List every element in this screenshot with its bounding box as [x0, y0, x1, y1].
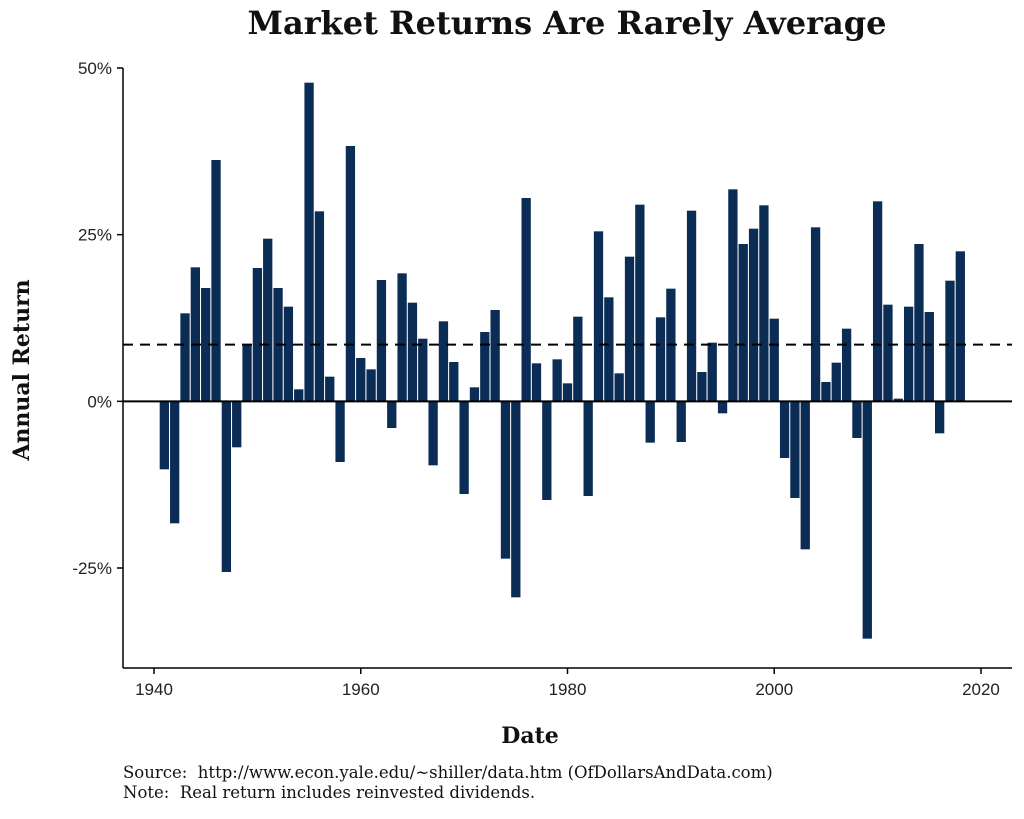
- bar-1984: [604, 297, 614, 402]
- bar-2008: [852, 401, 862, 438]
- bar-1972: [480, 332, 490, 402]
- bar-2007: [841, 328, 852, 402]
- bar-2003: [800, 401, 810, 550]
- bar-1946: [211, 160, 221, 402]
- bar-1991: [676, 401, 686, 442]
- chart-title: Market Returns Are Rarely Average: [247, 4, 887, 42]
- y-tick-label: 0%: [87, 392, 112, 411]
- bar-1956: [314, 211, 325, 402]
- y-tick-label: 50%: [78, 59, 112, 78]
- bar-1957: [325, 376, 335, 402]
- bars-group: [159, 82, 965, 639]
- bar-2002: [790, 401, 800, 498]
- bar-1961: [366, 369, 376, 402]
- bar-1949: [242, 344, 252, 402]
- bar-1987: [635, 204, 645, 402]
- bar-2001: [779, 401, 790, 458]
- bar-1941: [159, 401, 169, 470]
- bar-2014: [914, 244, 924, 402]
- bar-2005: [821, 382, 831, 402]
- bar-1978: [542, 401, 552, 500]
- x-axis-label: Date: [501, 723, 559, 749]
- bar-1954: [294, 389, 304, 402]
- bar-1995: [717, 401, 728, 414]
- bar-1988: [645, 401, 655, 443]
- x-tick-label: 1940: [135, 680, 173, 699]
- bar-1953: [283, 306, 294, 402]
- bar-2017: [945, 280, 955, 402]
- bar-1982: [583, 401, 593, 496]
- bar-1999: [759, 205, 769, 402]
- note-caption: Note: Real return includes reinvested di…: [123, 783, 536, 802]
- bar-1973: [490, 310, 500, 402]
- bar-1959: [345, 146, 356, 402]
- bar-1951: [263, 238, 273, 402]
- bar-1947: [221, 401, 232, 572]
- x-ticks-group: 1940 1960 1980 2000 2020: [135, 668, 1000, 699]
- bar-1981: [573, 316, 583, 402]
- bar-2015: [924, 312, 934, 402]
- bar-1976: [521, 198, 531, 402]
- bar-1979: [552, 359, 562, 402]
- bar-1958: [335, 401, 345, 462]
- bar-2009: [862, 401, 872, 639]
- bar-2018: [955, 251, 965, 402]
- bar-2016: [934, 401, 945, 434]
- bar-1962: [376, 280, 387, 402]
- bar-1942: [170, 401, 180, 524]
- bar-2012: [893, 398, 903, 402]
- bar-2010: [872, 201, 883, 402]
- bar-1969: [449, 362, 459, 402]
- y-axis-label: Annual Return: [9, 279, 35, 461]
- bar-1950: [252, 268, 263, 402]
- bar-1985: [614, 373, 624, 402]
- bar-1970: [459, 401, 469, 494]
- bar-1980: [562, 383, 573, 402]
- source-caption: Source: http://www.econ.yale.edu/~shille…: [123, 763, 773, 782]
- x-tick-label: 1960: [342, 680, 380, 699]
- bar-1966: [418, 338, 428, 402]
- y-tick-label: -25%: [72, 559, 112, 578]
- bar-1992: [686, 210, 697, 402]
- bar-1945: [201, 288, 211, 402]
- bar-1996: [728, 189, 738, 402]
- bar-1943: [180, 313, 190, 402]
- y-ticks-group: -25% 0% 25% 50%: [72, 59, 123, 578]
- bar-1994: [707, 342, 717, 402]
- bar-1977: [531, 363, 542, 402]
- bar-2011: [883, 304, 893, 402]
- bar-1998: [748, 228, 759, 402]
- bar-2000: [769, 318, 779, 402]
- bar-1971: [469, 387, 480, 402]
- bar-1948: [232, 401, 242, 448]
- bar-2013: [903, 306, 914, 402]
- bar-2004: [810, 227, 821, 402]
- bar-1989: [655, 317, 666, 402]
- bar-1975: [511, 401, 521, 598]
- bar-1955: [304, 82, 314, 402]
- bar-1967: [428, 401, 438, 466]
- x-tick-label: 2000: [755, 680, 793, 699]
- y-tick-label: 25%: [78, 226, 112, 245]
- bar-1974: [500, 401, 511, 559]
- bar-1997: [738, 244, 748, 402]
- bar-1964: [397, 273, 407, 402]
- bar-1993: [697, 372, 707, 402]
- bar-1960: [356, 358, 366, 402]
- bar-1968: [438, 321, 449, 402]
- bar-2006: [831, 362, 841, 402]
- bar-1965: [407, 302, 418, 402]
- x-tick-label: 2020: [962, 680, 1000, 699]
- bar-1986: [624, 256, 635, 402]
- x-tick-label: 1980: [549, 680, 587, 699]
- bar-1983: [593, 231, 604, 402]
- bar-1944: [190, 267, 201, 402]
- bar-1963: [387, 401, 397, 428]
